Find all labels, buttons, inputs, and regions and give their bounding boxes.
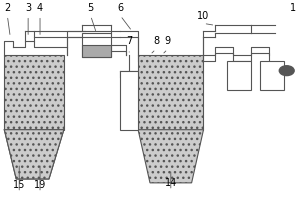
Text: 5: 5 (87, 3, 94, 13)
Polygon shape (4, 130, 64, 179)
Text: 8: 8 (153, 36, 159, 46)
Text: 1: 1 (290, 3, 296, 13)
Bar (227, 61, 251, 90)
Text: 10: 10 (197, 11, 210, 21)
Bar (82, 33, 111, 57)
Bar (120, 71, 138, 130)
Text: 9: 9 (165, 36, 171, 46)
Polygon shape (138, 130, 203, 183)
Text: 2: 2 (4, 3, 11, 13)
Text: 7: 7 (126, 36, 132, 46)
Bar (138, 55, 203, 130)
Bar (260, 61, 284, 90)
Bar (82, 45, 111, 57)
Text: 3: 3 (25, 3, 31, 13)
Text: 15: 15 (13, 180, 26, 190)
Text: 14: 14 (165, 178, 177, 188)
Polygon shape (4, 130, 64, 179)
Text: 4: 4 (37, 3, 43, 13)
Bar (4, 55, 64, 130)
Circle shape (279, 66, 294, 76)
Text: 19: 19 (34, 180, 46, 190)
Text: 6: 6 (117, 3, 123, 13)
